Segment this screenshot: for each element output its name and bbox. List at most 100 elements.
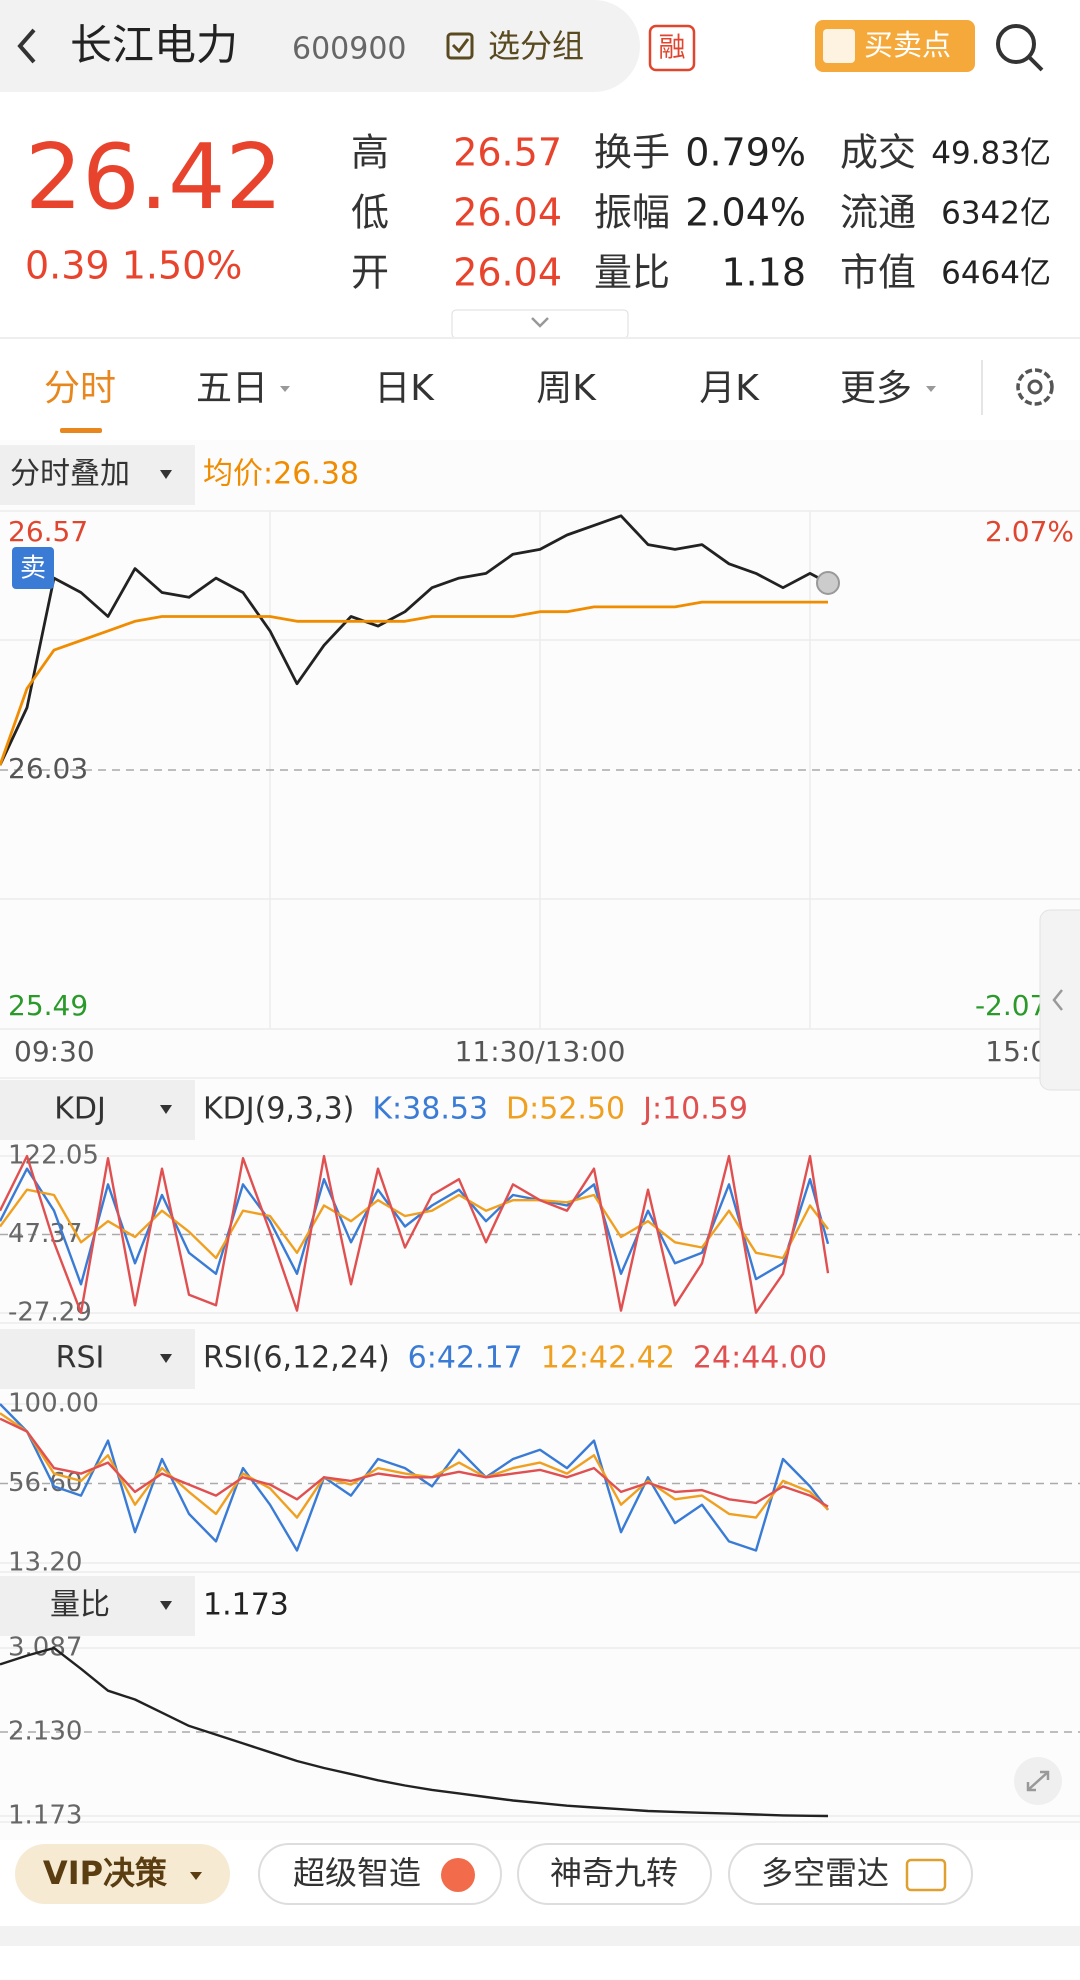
legend-entry: D:52.50	[506, 1092, 625, 1127]
drawer-chevron	[1052, 989, 1063, 1011]
pill-text: 多空雷达	[761, 1854, 889, 1892]
legend-entry: K:38.53	[372, 1092, 488, 1127]
y-tick-label: -27.29	[8, 1298, 92, 1328]
y-tick-label: 1.173	[8, 1801, 82, 1831]
indicator-title: KDJ	[54, 1092, 106, 1127]
indicator-title: 量比	[50, 1588, 110, 1623]
stock-code: 600900	[292, 32, 407, 67]
y-tick-label: 26.03	[8, 752, 88, 785]
y-tick-label: 100.00	[8, 1389, 99, 1419]
fullscreen-icon	[1026, 1770, 1050, 1792]
bottom-divider	[0, 1926, 1080, 1946]
selector-caret	[160, 1105, 172, 1114]
series-line	[0, 1412, 829, 1519]
pill-text: VIP决策	[43, 1854, 167, 1892]
stat-label: 开	[351, 251, 389, 295]
current-point	[816, 570, 840, 595]
side-drawer[interactable]	[1039, 909, 1080, 1091]
margin-badge	[648, 24, 696, 72]
signal-text: 买卖点	[864, 28, 951, 62]
pill[interactable]	[15, 1844, 230, 1904]
tab[interactable]: 更多	[840, 368, 912, 409]
y-tick-label: 13.20	[8, 1548, 82, 1578]
stat-value: 26.04	[453, 251, 562, 295]
title-pill	[0, 0, 640, 92]
indicator-title: RSI	[56, 1341, 105, 1376]
stat-label: 低	[351, 191, 389, 235]
series-line	[0, 600, 828, 766]
indicator-selector[interactable]	[0, 445, 195, 505]
legend-entry: 24:44.00	[693, 1341, 827, 1376]
radar-icon	[905, 1858, 947, 1892]
tab[interactable]: 五日	[196, 368, 268, 409]
signal-icon	[823, 29, 855, 63]
stat-label: 振幅	[594, 191, 670, 235]
stat-value: 6464亿	[941, 256, 1051, 292]
settings-button[interactable]	[1016, 368, 1054, 406]
price-change: 0.39 1.50%	[25, 244, 242, 288]
back-button[interactable]	[17, 28, 36, 64]
tab-caret	[926, 386, 936, 392]
indicator-selector[interactable]	[0, 1329, 195, 1389]
legend-entry: 6:42.17	[408, 1341, 523, 1376]
legend-entry: J:10.59	[641, 1092, 748, 1127]
series-line	[0, 1154, 830, 1314]
group-check	[451, 38, 470, 54]
y2-tick-label: 2.07%	[985, 515, 1074, 548]
stat-value: 26.04	[453, 191, 562, 235]
indicator-params: KDJ(9,3,3)	[203, 1092, 354, 1127]
stat-label: 流通	[840, 191, 916, 235]
indicator-title: 分时叠加	[10, 457, 130, 492]
stat-value: 26.57	[453, 131, 562, 175]
stat-label: 成交	[840, 131, 916, 175]
stat-value: 6342亿	[941, 196, 1051, 232]
stat-value: 2.04%	[685, 191, 806, 235]
selector-caret	[160, 1601, 172, 1610]
tab[interactable]: 月K	[699, 368, 760, 409]
tab-underline	[60, 428, 102, 433]
settings-core	[1027, 379, 1043, 395]
stat-label: 换手	[594, 131, 670, 175]
group-icon[interactable]	[446, 32, 474, 60]
group-button[interactable]: 选分组	[488, 27, 584, 65]
y-tick-label: 2.130	[8, 1717, 82, 1747]
pill[interactable]	[517, 1843, 712, 1905]
margin-text: 融	[659, 33, 686, 64]
pill-text: 超级智造	[293, 1854, 421, 1892]
indicator-selector[interactable]	[0, 1080, 195, 1140]
stat-label: 市值	[840, 251, 916, 295]
series-line	[0, 514, 829, 766]
pill[interactable]	[258, 1843, 502, 1905]
search-handle	[1027, 55, 1044, 72]
pill-caret	[190, 1872, 202, 1880]
selector-caret	[160, 1354, 172, 1363]
pill-text: 神奇九转	[550, 1854, 678, 1892]
last-price: 26.42	[25, 125, 283, 230]
legend-entry: 12:42.42	[541, 1341, 675, 1376]
expand-handle[interactable]	[451, 309, 629, 339]
x-tick-label: 11:30/13:00	[455, 1035, 626, 1068]
trade-marker	[12, 547, 54, 589]
stat-label: 量比	[594, 251, 670, 295]
search-button[interactable]	[996, 24, 1036, 64]
series-line	[0, 1646, 829, 1818]
tab[interactable]: 周K	[536, 368, 597, 409]
legend-entry: 1.173	[203, 1588, 289, 1623]
expand-chevron	[531, 317, 549, 328]
tab[interactable]: 分时	[44, 368, 116, 409]
legend-entry: 均价:26.38	[203, 457, 359, 492]
stat-value: 0.79%	[685, 131, 806, 175]
indicator-selector[interactable]	[0, 1576, 195, 1636]
y-tick-label: 26.57	[8, 515, 88, 548]
tab-caret	[280, 386, 290, 392]
x-tick-label: 09:30	[14, 1035, 95, 1068]
series-line	[0, 1188, 829, 1260]
y-tick-label: 25.49	[8, 989, 88, 1022]
series-line	[0, 1417, 829, 1508]
tab[interactable]: 日K	[374, 368, 435, 409]
stat-value: 49.83亿	[931, 136, 1051, 172]
indicator-params: RSI(6,12,24)	[203, 1341, 390, 1376]
stat-value: 1.18	[721, 251, 806, 295]
